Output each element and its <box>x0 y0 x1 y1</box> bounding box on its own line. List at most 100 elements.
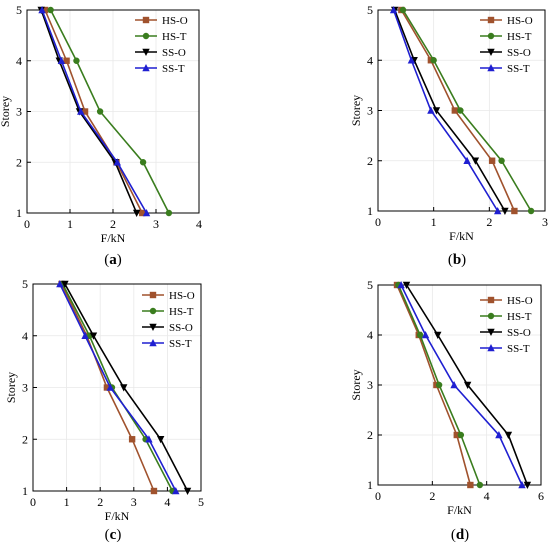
legend-label-HS-O: HS-O <box>507 15 533 27</box>
legend-label-SS-T: SS-T <box>507 63 530 75</box>
x-tick-label: 1 <box>431 215 437 229</box>
point-SS-O <box>156 436 165 444</box>
y-tick-label: 3 <box>367 104 373 118</box>
x-tick-label: 0 <box>375 215 381 229</box>
point-SS-T <box>397 281 405 289</box>
y-axis-title: Storey <box>349 95 363 126</box>
y-tick-label: 5 <box>367 278 373 292</box>
point-HS-O <box>142 16 150 24</box>
legend: HS-O HS-T SS-O SS-T <box>480 295 533 355</box>
point-HS-O <box>103 384 111 391</box>
point-HS-O <box>467 481 474 489</box>
y-tick-label: 1 <box>16 206 22 220</box>
point-HS-T <box>399 6 407 14</box>
panel-label: (b) <box>448 252 466 268</box>
x-tick-label: 1 <box>67 217 73 231</box>
point-HS-O <box>487 16 495 24</box>
point-HS-O <box>139 209 146 217</box>
legend-label-HS-T: HS-T <box>507 31 532 43</box>
y-axis-title: Storey <box>0 96 12 127</box>
panel-label: (d) <box>451 527 469 543</box>
point-HS-T <box>457 431 465 439</box>
point-HS-O <box>487 296 495 304</box>
point-SS-O <box>471 157 480 165</box>
legend-label-HS-T: HS-T <box>169 306 194 318</box>
point-SS-T <box>145 435 153 443</box>
point-SS-O <box>183 487 192 495</box>
x-tick-label: 2 <box>110 217 116 231</box>
point-HS-T <box>416 331 424 339</box>
point-SS-O <box>149 323 157 331</box>
point-HS-O <box>453 431 460 439</box>
y-tick-label: 2 <box>16 155 22 169</box>
point-SS-O <box>434 331 442 339</box>
x-tick-label: 4 <box>484 489 490 503</box>
point-SS-O <box>487 328 495 336</box>
x-tick-label: 4 <box>196 217 202 231</box>
point-SS-O <box>89 332 98 340</box>
legend-label-SS-O: SS-O <box>162 47 186 59</box>
point-HS-T <box>487 32 495 40</box>
point-SS-T <box>172 487 180 495</box>
point-SS-T <box>106 383 114 391</box>
point-HS-T <box>487 312 495 320</box>
y-tick-label: 1 <box>367 204 373 218</box>
point-HS-O <box>128 436 136 443</box>
point-SS-O <box>487 48 495 56</box>
y-tick-label: 3 <box>16 105 22 119</box>
legend-label-SS-O: SS-O <box>507 47 531 59</box>
point-HS-T <box>476 481 484 489</box>
point-SS-T <box>487 64 495 72</box>
point-SS-T <box>421 331 430 339</box>
point-HS-O <box>150 487 158 495</box>
x-tick-label: 2 <box>486 215 492 229</box>
point-HS-O <box>63 57 70 64</box>
point-HS-O <box>451 107 459 114</box>
point-SS-T <box>427 106 435 114</box>
point-HS-O <box>149 291 157 299</box>
point-SS-T <box>495 431 503 439</box>
x-tick-label: 0 <box>375 489 381 503</box>
point-SS-O <box>120 384 128 392</box>
point-SS-T <box>57 56 66 64</box>
y-tick-label: 5 <box>367 3 373 17</box>
point-HS-O <box>511 207 518 215</box>
legend: HS-O HS-T SS-O SS-T <box>142 290 195 350</box>
point-SS-T <box>518 481 526 489</box>
point-SS-T <box>113 158 121 166</box>
point-SS-O <box>132 209 141 217</box>
point-HS-T <box>47 6 54 14</box>
point-SS-T <box>56 280 64 288</box>
point-SS-O <box>463 381 472 389</box>
point-HS-T <box>96 108 104 115</box>
point-SS-O <box>61 280 69 288</box>
y-tick-label: 1 <box>22 484 28 498</box>
point-SS-O <box>402 281 411 289</box>
x-tick-label: 2 <box>97 495 103 509</box>
legend-label-HS-O: HS-O <box>162 15 188 27</box>
x-axis-title: F/kN <box>101 231 126 245</box>
point-SS-O <box>501 207 509 215</box>
x-tick-label: 2 <box>429 489 435 503</box>
x-axis-title: F/kN <box>105 509 130 523</box>
legend-label-HS-O: HS-O <box>169 290 195 302</box>
point-HS-T <box>149 307 157 315</box>
point-SS-T <box>493 207 502 215</box>
legend: HS-O HS-T SS-O SS-T <box>480 15 533 75</box>
x-tick-label: 3 <box>153 217 159 231</box>
legend-label-SS-T: SS-T <box>162 63 185 75</box>
y-tick-label: 2 <box>367 428 373 442</box>
point-HS-T <box>435 381 443 389</box>
point-HS-O <box>488 157 496 164</box>
point-HS-T <box>139 159 147 166</box>
y-tick-label: 2 <box>367 154 373 168</box>
point-SS-T <box>38 6 46 14</box>
y-tick-label: 4 <box>22 329 28 343</box>
y-tick-label: 4 <box>367 328 373 342</box>
point-SS-T <box>487 344 495 352</box>
y-axis-title: Storey <box>349 369 363 400</box>
point-SS-O <box>432 107 441 115</box>
